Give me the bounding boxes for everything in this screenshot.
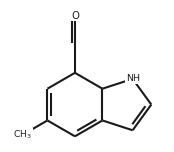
Text: NH: NH bbox=[126, 74, 140, 83]
Text: CH$_3$: CH$_3$ bbox=[13, 128, 32, 141]
Text: O: O bbox=[71, 11, 79, 21]
